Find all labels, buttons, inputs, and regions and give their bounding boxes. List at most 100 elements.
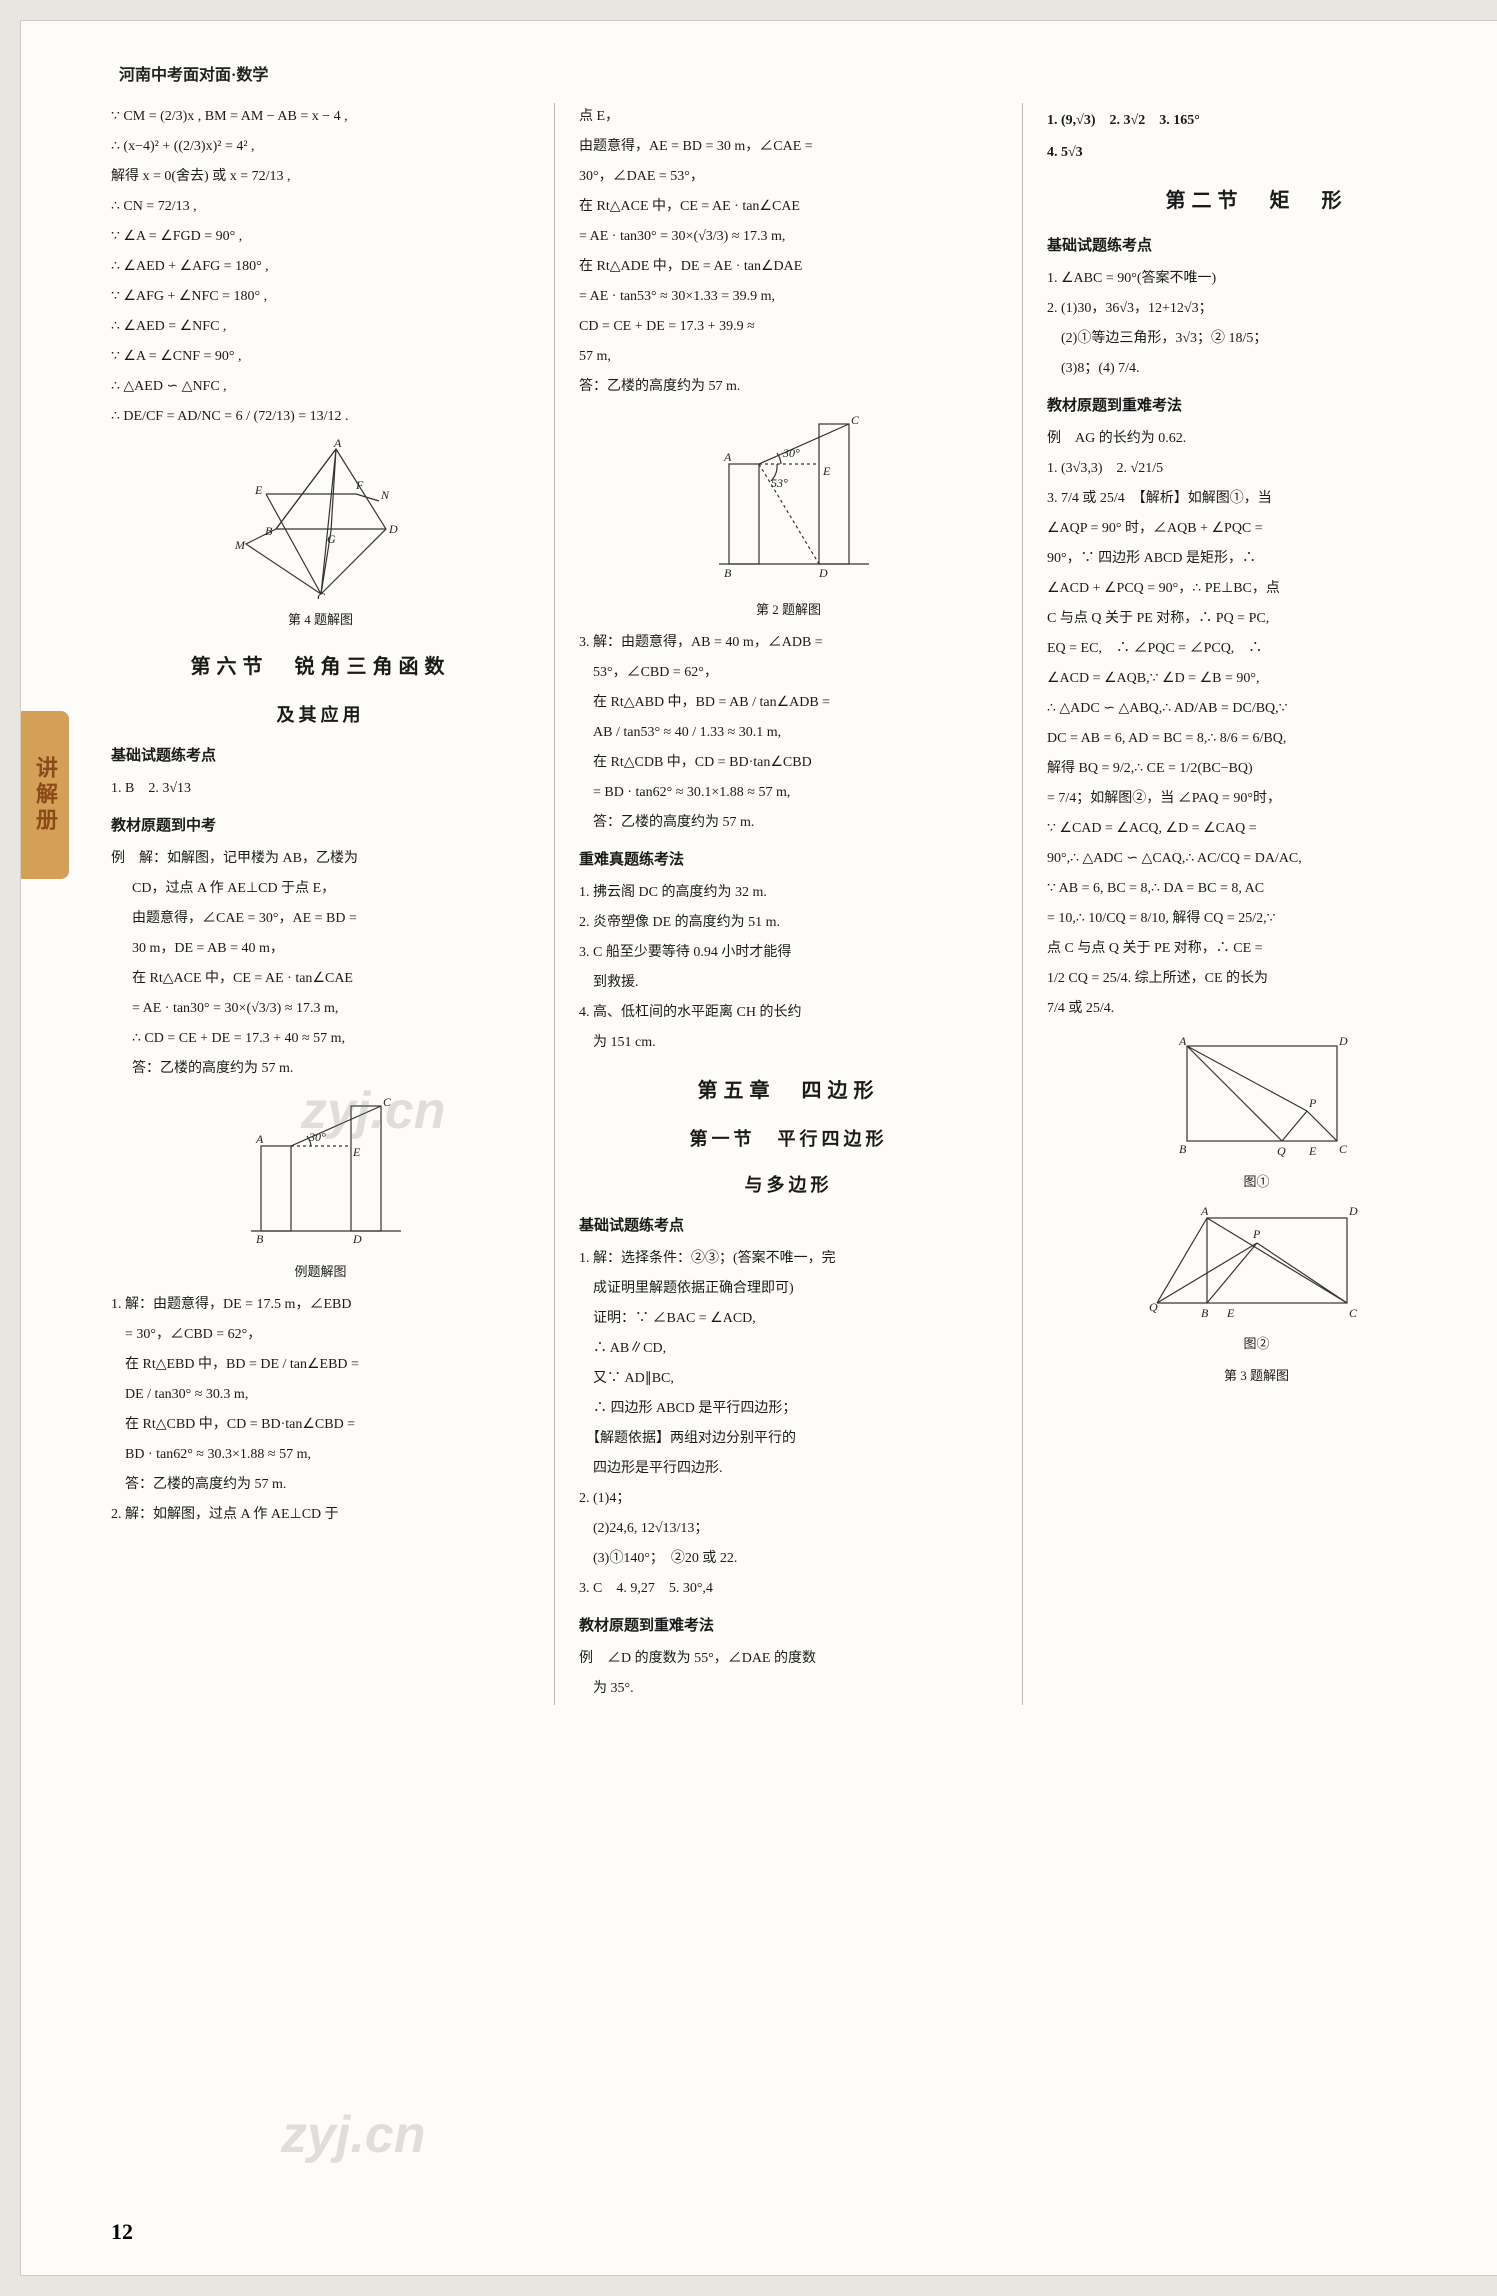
c2-t5: 在 Rt△ADE 中，DE = AE · tan∠DAE (579, 253, 998, 281)
jichu-title: 基础试题练考点 (111, 741, 530, 771)
c1-ex4: 在 Rt△ACE 中，CE = AE · tan∠CAE (111, 965, 530, 993)
c1-q1-2: 在 Rt△EBD 中，BD = DE / tan∠EBD = (111, 1351, 530, 1379)
c3-q3d10: = 7/4；如解图②，当 ∠PAQ = 90°时， (1047, 785, 1466, 813)
c3-q1d: 1. (3√3,3) 2. √21/5 (1047, 455, 1466, 483)
c3-ex3: 例 AG 的长约为 0.62. (1047, 425, 1466, 453)
c3-q3d9: 解得 BQ = 9/2,∴ CE = 1/2(BC−BQ) (1047, 755, 1466, 783)
c2-q345: 3. C 4. 9,27 5. 30°,4 (579, 1575, 998, 1603)
c3-q3d6: ∠ACD = ∠AQB,∵ ∠D = ∠B = 90°, (1047, 665, 1466, 693)
c1-ex0: 例 解：如解图，记甲楼为 AB，乙楼为 (111, 845, 530, 873)
svg-text:C: C (1349, 1306, 1358, 1320)
c2-q3-0: 3. 解：由题意得，AB = 40 m，∠ADB = (579, 629, 998, 657)
c3-q3d4: C 与点 Q 关于 PE 对称，∴ PQ = PC, (1047, 605, 1466, 633)
jiaocai-title: 教材原题到中考 (111, 811, 530, 841)
jiaocai2-title: 教材原题到重难考法 (579, 1611, 998, 1641)
svg-text:C: C (851, 413, 860, 427)
svg-text:F: F (355, 478, 364, 492)
c1-l0: ∵ CM = (2/3)x , BM = AM − AB = x − 4 , (111, 103, 530, 131)
c2-t2: 30°，∠DAE = 53°， (579, 163, 998, 191)
svg-text:C: C (1339, 1142, 1348, 1156)
c2-q1b5: ∴ 四边形 ABCD 是平行四边形； (579, 1395, 998, 1423)
svg-text:C: C (383, 1095, 392, 1109)
sec2-title: 第二节 矩 形 (1047, 181, 1466, 221)
c2-q2b1: (2)24,6, 12√13/13； (579, 1515, 998, 1543)
c3-q1c: 1. ∠ABC = 90°(答案不唯一) (1047, 265, 1466, 293)
svg-text:D: D (818, 566, 828, 580)
c3-q3d8: DC = AB = 6, AD = BC = 8,∴ 8/6 = 6/BQ, (1047, 725, 1466, 753)
c2-q1b6: 【解题依据】两组对边分别平行的 (579, 1425, 998, 1453)
c1-l4: ∵ ∠A = ∠FGD = 90° , (111, 223, 530, 251)
c3-q3d11: ∵ ∠CAD = ∠ACQ, ∠D = ∠CAQ = (1047, 815, 1466, 843)
c1-ex7: 答：乙楼的高度约为 57 m. (111, 1055, 530, 1083)
svg-text:B: B (265, 524, 273, 538)
svg-text:M: M (234, 538, 246, 552)
svg-text:30°: 30° (782, 446, 800, 460)
c1-ex5: = AE · tan30° = 30×(√3/3) ≈ 17.3 m, (111, 995, 530, 1023)
c3-q3d5: EQ = EC, ∴ ∠PQC = ∠PCQ, ∴ (1047, 635, 1466, 663)
c2-q1b3: ∴ AB∥CD, (579, 1335, 998, 1363)
separator-2 (1022, 103, 1023, 1705)
side-tab: 讲解册 (21, 711, 69, 879)
svg-text:B: B (256, 1232, 264, 1246)
c3-q3d7: ∴ △ADC ∽ △ABQ,∴ AD/AB = DC/BQ,∵ (1047, 695, 1466, 723)
column-2: 点 E， 由题意得，AE = BD = 30 m，∠CAE = 30°，∠DAE… (579, 103, 998, 1705)
jichu2-title: 基础试题练考点 (579, 1211, 998, 1241)
c3-top2: 4. 5√3 (1047, 139, 1466, 167)
page-header: 河南中考面对面·数学 (111, 61, 1466, 85)
svg-text:D: D (1348, 1204, 1358, 1218)
c3-q3d14: = 10,∴ 10/CQ = 8/10, 解得 CQ = 25/2,∵ (1047, 905, 1466, 933)
section-6-sub: 及其应用 (111, 697, 530, 733)
c3-q3d13: ∵ AB = 6, BC = 8,∴ DA = BC = 8, AC (1047, 875, 1466, 903)
c1-q1-1: = 30°，∠CBD = 62°， (111, 1321, 530, 1349)
svg-text:G: G (327, 532, 336, 546)
c2-t4: = AE · tan30° = 30×(√3/3) ≈ 17.3 m, (579, 223, 998, 251)
svg-text:A: A (333, 439, 342, 450)
c3-q3d3: ∠ACD + ∠PCQ = 90°，∴ PE⊥BC，点 (1047, 575, 1466, 603)
separator-1 (554, 103, 555, 1705)
c2-zn1: 2. 炎帝塑像 DE 的高度约为 51 m. (579, 909, 998, 937)
svg-text:A: A (723, 450, 732, 464)
c2-q1b0: 1. 解：选择条件：②③；(答案不唯一，完 (579, 1245, 998, 1273)
svg-text:E: E (1308, 1144, 1317, 1158)
svg-text:A: A (1200, 1204, 1209, 1218)
svg-text:E: E (1226, 1306, 1235, 1320)
fig3a-caption: 图① (1047, 1169, 1466, 1195)
sec1-sub: 与多边形 (579, 1167, 998, 1203)
page-number: 12 (111, 2219, 133, 2245)
c3-q2c2: (3)8；(4) 7/4. (1047, 355, 1466, 383)
svg-text:Q: Q (1149, 1300, 1158, 1314)
svg-text:B: B (724, 566, 732, 580)
svg-text:D: D (388, 522, 398, 536)
c2-q3-3: AB / tan53° ≈ 40 / 1.33 ≈ 30.1 m, (579, 719, 998, 747)
side-tab-text: 讲解册 (29, 756, 61, 834)
svg-text:B: B (1201, 1306, 1209, 1320)
c2-t0: 点 E， (579, 103, 998, 131)
c2-q1b4: 又∵ AD∥BC, (579, 1365, 998, 1393)
c1-ex1: CD，过点 A 作 AE⊥CD 于点 E， (111, 875, 530, 903)
c2-q3-1: 53°，∠CBD = 62°， (579, 659, 998, 687)
c2-ex2-0: 例 ∠D 的度数为 55°，∠DAE 的度数 (579, 1645, 998, 1673)
zhongnan-title: 重难真题练考法 (579, 845, 998, 875)
section-6-title: 第六节 锐角三角函数 (111, 647, 530, 687)
c1-l1: ∴ (x−4)² + ((2/3)x)² = 4² , (111, 133, 530, 161)
svg-text:A: A (1178, 1034, 1187, 1048)
c2-t8: 57 m, (579, 343, 998, 371)
column-1: ∵ CM = (2/3)x , BM = AM − AB = x − 4 , ∴… (111, 103, 530, 1705)
c2-q1b7: 四边形是平行四边形. (579, 1455, 998, 1483)
c1-q1-4: 在 Rt△CBD 中，CD = BD·tan∠CBD = (111, 1411, 530, 1439)
c2-t6: = AE · tan53° ≈ 30×1.33 = 39.9 m, (579, 283, 998, 311)
c1-q1-6: 答：乙楼的高度约为 57 m. (111, 1471, 530, 1499)
svg-text:A: A (255, 1132, 264, 1146)
c3-q3d2: 90°，∵ 四边形 ABCD 是矩形，∴ (1047, 545, 1466, 573)
c1-q2: 2. 解：如解图，过点 A 作 AE⊥CD 于 (111, 1501, 530, 1529)
c1-ex6: ∴ CD = CE + DE = 17.3 + 40 ≈ 57 m, (111, 1025, 530, 1053)
c1-ex2: 由题意得，∠CAE = 30°，AE = BD = (111, 905, 530, 933)
fig2-caption: 第 2 题解图 (579, 597, 998, 623)
c3-q3d1: ∠AQP = 90° 时，∠AQB + ∠PQC = (1047, 515, 1466, 543)
columns: ∵ CM = (2/3)x , BM = AM − AB = x − 4 , ∴… (111, 103, 1466, 1705)
c3-q3d12: 90°,∴ △ADC ∽ △CAQ,∴ AC/CQ = DA/AC, (1047, 845, 1466, 873)
page: 讲解册 zyj.cn zyj.cn 河南中考面对面·数学 ∵ CM = (2/3… (20, 20, 1497, 2276)
figure-3a: AD BC QE P (1157, 1031, 1357, 1161)
jichu-answers: 1. B 2. 3√13 (111, 775, 530, 803)
c1-l3: ∴ CN = 72/13 , (111, 193, 530, 221)
